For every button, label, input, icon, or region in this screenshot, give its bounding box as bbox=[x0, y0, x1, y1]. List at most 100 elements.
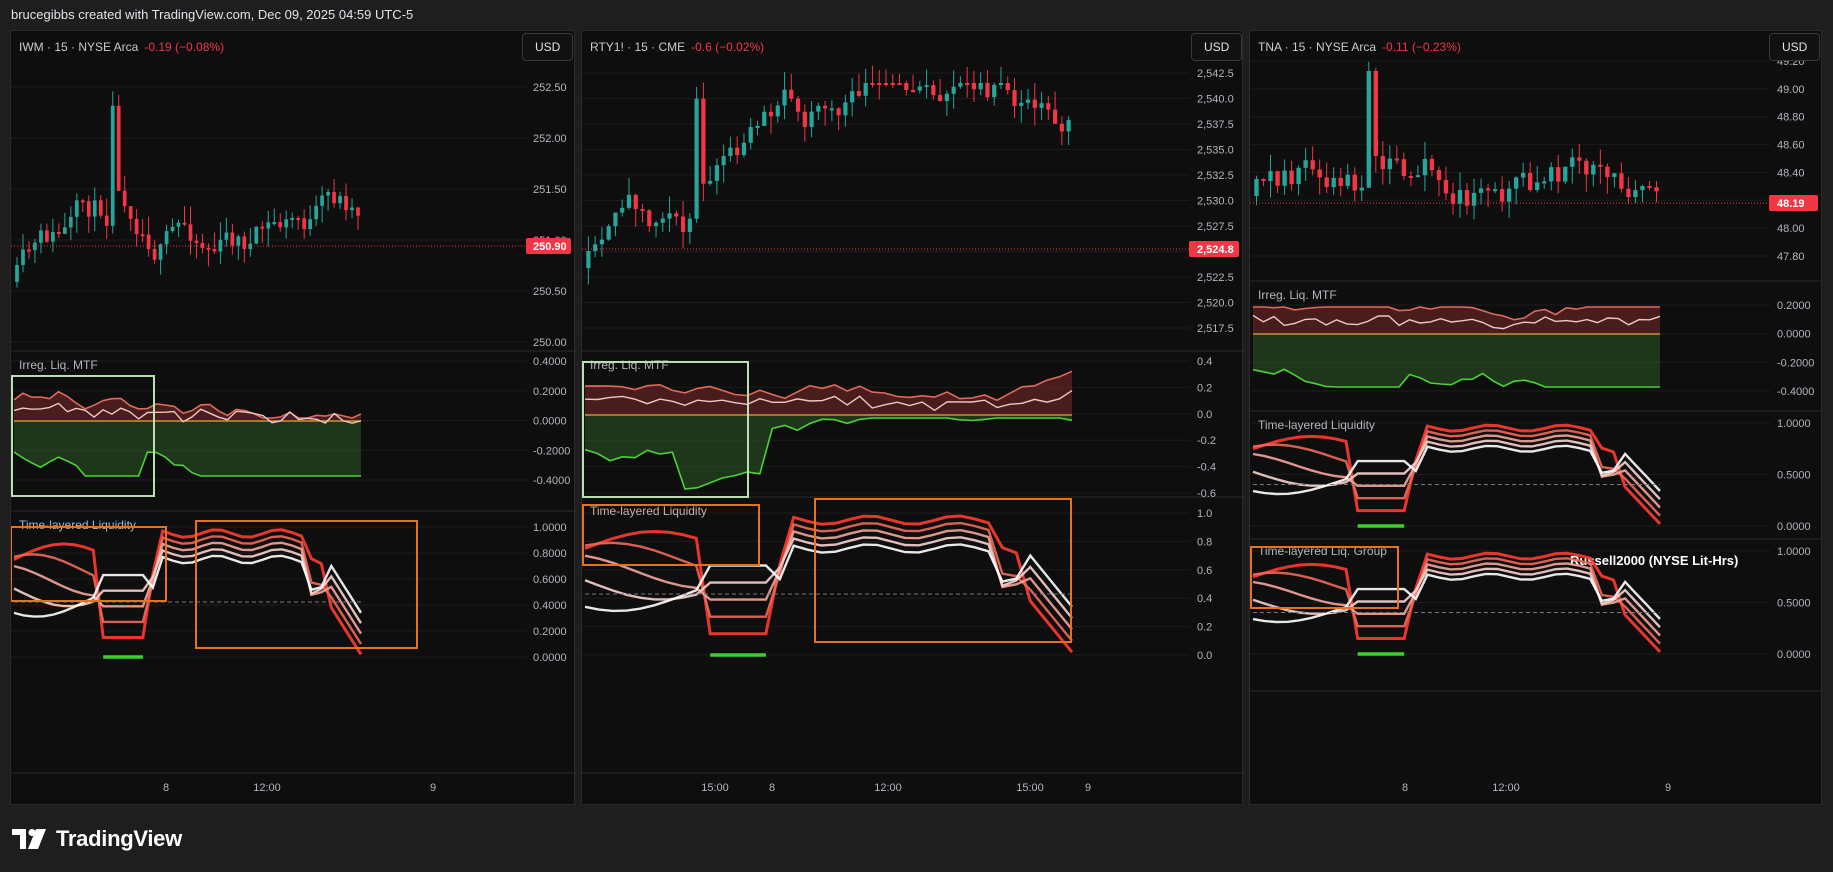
candle-body bbox=[272, 222, 277, 225]
candle-body bbox=[714, 165, 719, 181]
osc-lower-line bbox=[584, 417, 1073, 490]
candle-body bbox=[57, 231, 61, 234]
candle-body bbox=[1591, 164, 1596, 175]
time-layered-liquidity-layer bbox=[1252, 423, 1662, 525]
candle-body bbox=[951, 86, 956, 94]
candle-body bbox=[1296, 167, 1301, 185]
candle-body bbox=[1499, 189, 1505, 202]
candle-body bbox=[1436, 170, 1442, 181]
candle-body bbox=[917, 86, 922, 91]
candle-body bbox=[741, 142, 747, 156]
candle-body bbox=[308, 219, 313, 230]
time-layered-liquidity-layer bbox=[13, 541, 363, 635]
price-tick-label: 47.80 bbox=[1777, 251, 1805, 263]
candle-body bbox=[158, 244, 163, 260]
candle-body bbox=[344, 195, 348, 211]
tradingview-logo-icon bbox=[12, 829, 46, 849]
candle-body bbox=[98, 200, 103, 216]
candle-body bbox=[1401, 159, 1407, 177]
candle-body bbox=[944, 93, 949, 101]
candle-body bbox=[809, 111, 814, 128]
time-layered-group-layer bbox=[1252, 551, 1662, 653]
time-layered-liquidity-layer bbox=[13, 554, 363, 618]
candle-body bbox=[290, 217, 295, 220]
pane-note: Russell2000 (NYSE Lit-Hrs) bbox=[1570, 553, 1738, 568]
time-tick-label: 15:00 bbox=[701, 782, 729, 794]
pane-title-time-layered: Time-layered Liquidity bbox=[1258, 418, 1375, 432]
candle-body bbox=[1471, 192, 1477, 206]
price-tick-label: 250.00 bbox=[533, 337, 567, 349]
time-layered-liquidity-layer bbox=[584, 543, 1073, 613]
candle-body bbox=[110, 105, 115, 226]
osc-tick-label: -0.6 bbox=[1197, 488, 1216, 500]
candle-body bbox=[647, 210, 652, 227]
candle-body bbox=[248, 243, 253, 250]
candle-body bbox=[687, 218, 692, 233]
candle-body bbox=[904, 83, 909, 91]
candle-body bbox=[1380, 156, 1385, 170]
osc-negative-fill bbox=[14, 421, 361, 476]
candle-body bbox=[164, 230, 169, 245]
candle-body bbox=[1633, 190, 1638, 198]
candle-body bbox=[958, 83, 963, 87]
candle-body bbox=[1261, 179, 1266, 182]
time-layered-group-layer bbox=[1252, 567, 1661, 629]
candle-body bbox=[260, 226, 265, 229]
candle-body bbox=[21, 249, 25, 266]
time-layered-group-layer bbox=[1252, 557, 1661, 645]
price-tick-label: 251.50 bbox=[533, 184, 567, 196]
candle-body bbox=[92, 200, 97, 217]
session-box bbox=[582, 361, 749, 498]
currency-button[interactable]: USD bbox=[1769, 33, 1821, 61]
chart-rty-canvas: 2,542.5 2,540.0 2,537.5 2,535.0 2,532.5 2,530… bbox=[582, 65, 1244, 794]
time-layered-group-layer bbox=[1252, 572, 1661, 624]
osc-upper-line bbox=[584, 370, 1073, 402]
time-tick-label: 15:00 bbox=[1016, 782, 1044, 794]
chart-tna[interactable]: 49.2049.0048.8048.6048.4048.2048.0047.80… bbox=[1249, 30, 1823, 805]
candle-body bbox=[789, 89, 794, 99]
candle-body bbox=[45, 230, 49, 242]
candle-body bbox=[254, 226, 259, 244]
change-label: -0.19 (−0.08%) bbox=[144, 40, 225, 54]
candle-body bbox=[128, 206, 133, 219]
osc-tick-label: -0.4000 bbox=[533, 475, 570, 487]
candle-body bbox=[910, 90, 916, 93]
candle-body bbox=[1485, 188, 1491, 191]
time-tick-label: 9 bbox=[430, 782, 436, 794]
chart-rty[interactable]: 2,542.5 2,540.0 2,537.5 2,535.0 2,532.5 2,530… bbox=[581, 30, 1244, 805]
price-tick-label: 48.40 bbox=[1777, 167, 1805, 179]
candle-body bbox=[1492, 189, 1498, 192]
time-tick-label: 12:00 bbox=[253, 782, 281, 794]
tl-tick-label: 0.5000 bbox=[1777, 470, 1811, 482]
candle-body bbox=[104, 215, 109, 226]
candle-body bbox=[978, 83, 983, 90]
candle-body bbox=[224, 232, 229, 240]
candle-body bbox=[194, 240, 199, 243]
price-tick-label: 2,535.0 bbox=[1197, 145, 1234, 157]
tl-tick-label: 0.4 bbox=[1197, 593, 1212, 605]
currency-button[interactable]: USD bbox=[1191, 33, 1243, 61]
candle-body bbox=[1012, 90, 1017, 106]
candle-body bbox=[1612, 173, 1617, 178]
candle-body bbox=[1619, 173, 1624, 189]
chart-iwm[interactable]: 252.50252.00251.50251.00250.50250.000.40… bbox=[10, 30, 576, 805]
session-box bbox=[11, 375, 155, 497]
price-tick-label: 2,520.0 bbox=[1197, 298, 1234, 310]
osc-tick-label: -0.2000 bbox=[1777, 357, 1814, 369]
candle-body bbox=[1584, 160, 1589, 175]
candle-body bbox=[985, 83, 990, 98]
tradingview-logo[interactable]: TradingView bbox=[12, 826, 182, 852]
candle-body bbox=[768, 111, 774, 117]
candle-body bbox=[1005, 83, 1010, 91]
last-price-label: 48.19 bbox=[1777, 198, 1805, 210]
candle-body bbox=[146, 234, 151, 250]
tl2-tick-label: 0.5000 bbox=[1777, 598, 1811, 610]
candle-body bbox=[1535, 182, 1540, 190]
candle-body bbox=[266, 222, 271, 229]
currency-button[interactable]: USD bbox=[522, 33, 574, 61]
time-tick-label: 12:00 bbox=[874, 782, 902, 794]
pane-title-time-layered: Time-layered Liquidity bbox=[590, 504, 707, 518]
time-tick-label: 12:00 bbox=[1492, 782, 1520, 794]
candle-body bbox=[1366, 71, 1371, 188]
candle-body bbox=[667, 213, 672, 219]
